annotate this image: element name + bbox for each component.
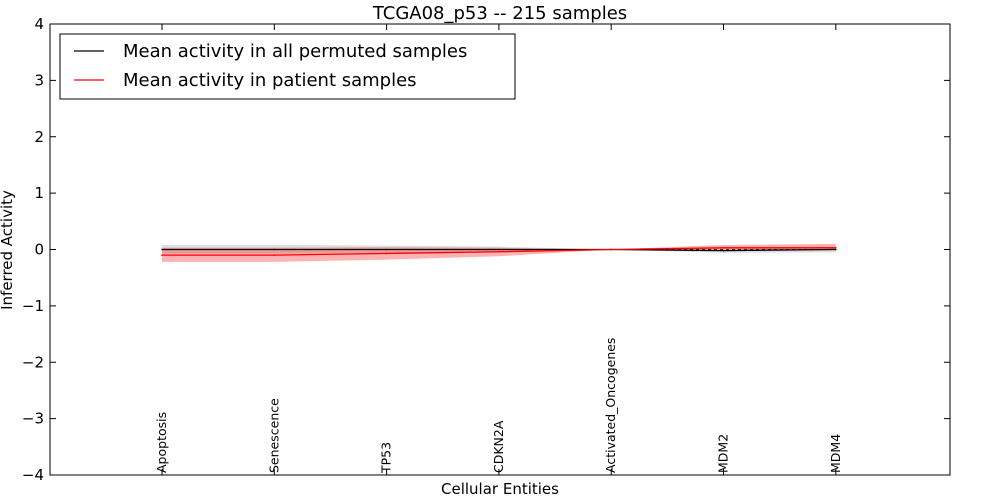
point-permuted [161, 248, 163, 251]
legend: Mean activity in all permuted samples Me… [59, 33, 516, 100]
y-tick-label: −1 [22, 297, 44, 315]
point-permuted [385, 248, 388, 251]
chart-title: TCGA08_p53 -- 215 samples [372, 3, 627, 24]
y-axis-label: Inferred Activity [0, 190, 16, 310]
y-tick-label: −4 [22, 466, 44, 484]
x-tick-label: CDKN2A [491, 420, 506, 473]
y-tick-label: 2 [34, 128, 44, 146]
legend-label-permuted: Mean activity in all permuted samples [123, 41, 467, 62]
y-axis: 4 3 2 1 0 −1 −2 −3 −4 [22, 15, 950, 484]
point-patient [385, 252, 388, 255]
x-axis: Apoptosis Senescence TP53 CDKN2A Activated_O… [154, 24, 843, 475]
point-permuted [835, 248, 837, 251]
point-patient [161, 254, 163, 256]
series-lines [161, 247, 837, 256]
x-tick-label: Senescence [266, 398, 281, 473]
legend-box [59, 33, 516, 100]
y-tick-label: −3 [22, 410, 44, 428]
x-tick-label: Activated_Oncogenes [603, 338, 618, 473]
point-permuted [273, 248, 276, 251]
confidence-bands [162, 243, 836, 262]
y-tick-label: 3 [34, 71, 44, 89]
point-permuted [498, 248, 500, 251]
point-permuted [722, 249, 725, 252]
point-patient [722, 247, 725, 249]
y-tick-label: 1 [34, 184, 44, 202]
y-tick-label: −2 [22, 353, 44, 371]
x-tick-label: TP53 [379, 442, 394, 474]
x-tick-label: MDM4 [828, 434, 843, 473]
point-patient [610, 248, 612, 251]
point-patient [498, 250, 500, 253]
y-tick-label: 0 [34, 241, 44, 259]
x-tick-label: MDM2 [716, 434, 731, 473]
x-tick-label: Apoptosis [154, 412, 169, 473]
point-patient [273, 254, 276, 256]
point-patient [835, 247, 837, 249]
legend-label-patient: Mean activity in patient samples [123, 70, 417, 91]
x-axis-label: Cellular Entities [441, 480, 559, 498]
y-tick-label: 4 [34, 15, 44, 33]
